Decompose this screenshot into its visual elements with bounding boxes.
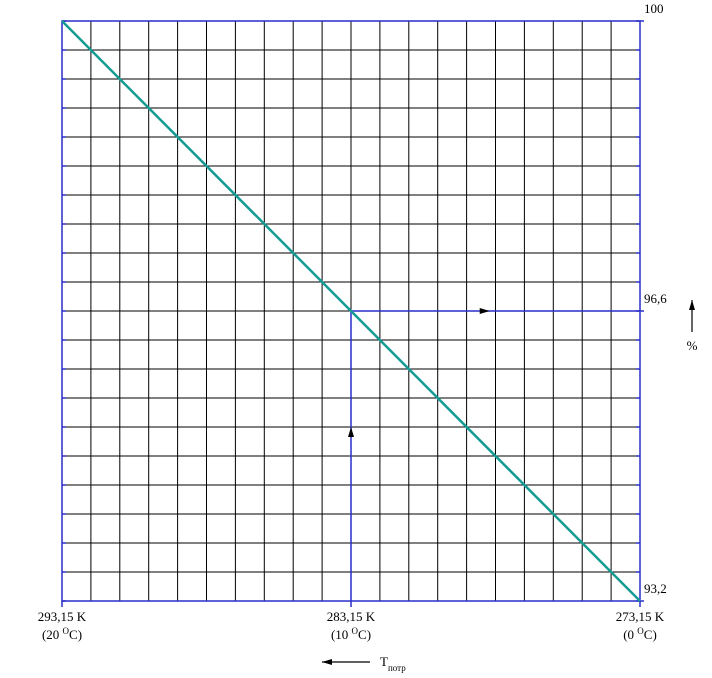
x-tick-label: 273,15 K — [616, 609, 665, 624]
y-tick-label: 100 — [644, 1, 664, 16]
sublabel-part: C) — [358, 627, 371, 642]
x-tick-sublabel: (10 OC) — [331, 626, 371, 642]
sublabel-part: (20 — [42, 627, 63, 642]
y-axis-label: % — [687, 338, 698, 353]
guide-arrow — [479, 308, 490, 314]
sublabel-part: O — [352, 626, 359, 636]
sublabel-part: (10 — [331, 627, 352, 642]
y-tick-label: 96,6 — [644, 291, 667, 306]
sublabel-part: O — [637, 626, 644, 636]
x-tick-label: 283,15 K — [327, 609, 376, 624]
line — [61, 20, 641, 602]
y-tick-label: 93,2 — [644, 581, 667, 596]
sublabel-part: C) — [69, 627, 82, 642]
x-axis-label: Tпотр — [380, 654, 406, 673]
x-tick-label: 293,15 K — [38, 609, 87, 624]
plot: 293,15 K(20 OC)283,15 K(10 OC)273,15 K(0… — [38, 1, 667, 642]
sublabel-part: O — [63, 626, 70, 636]
sublabel-part: C) — [644, 627, 657, 642]
guide-arrow — [348, 427, 354, 437]
sublabel-part: (0 — [623, 627, 637, 642]
x-tick-sublabel: (20 OC) — [42, 626, 82, 642]
x-tick-sublabel: (0 OC) — [623, 626, 657, 642]
